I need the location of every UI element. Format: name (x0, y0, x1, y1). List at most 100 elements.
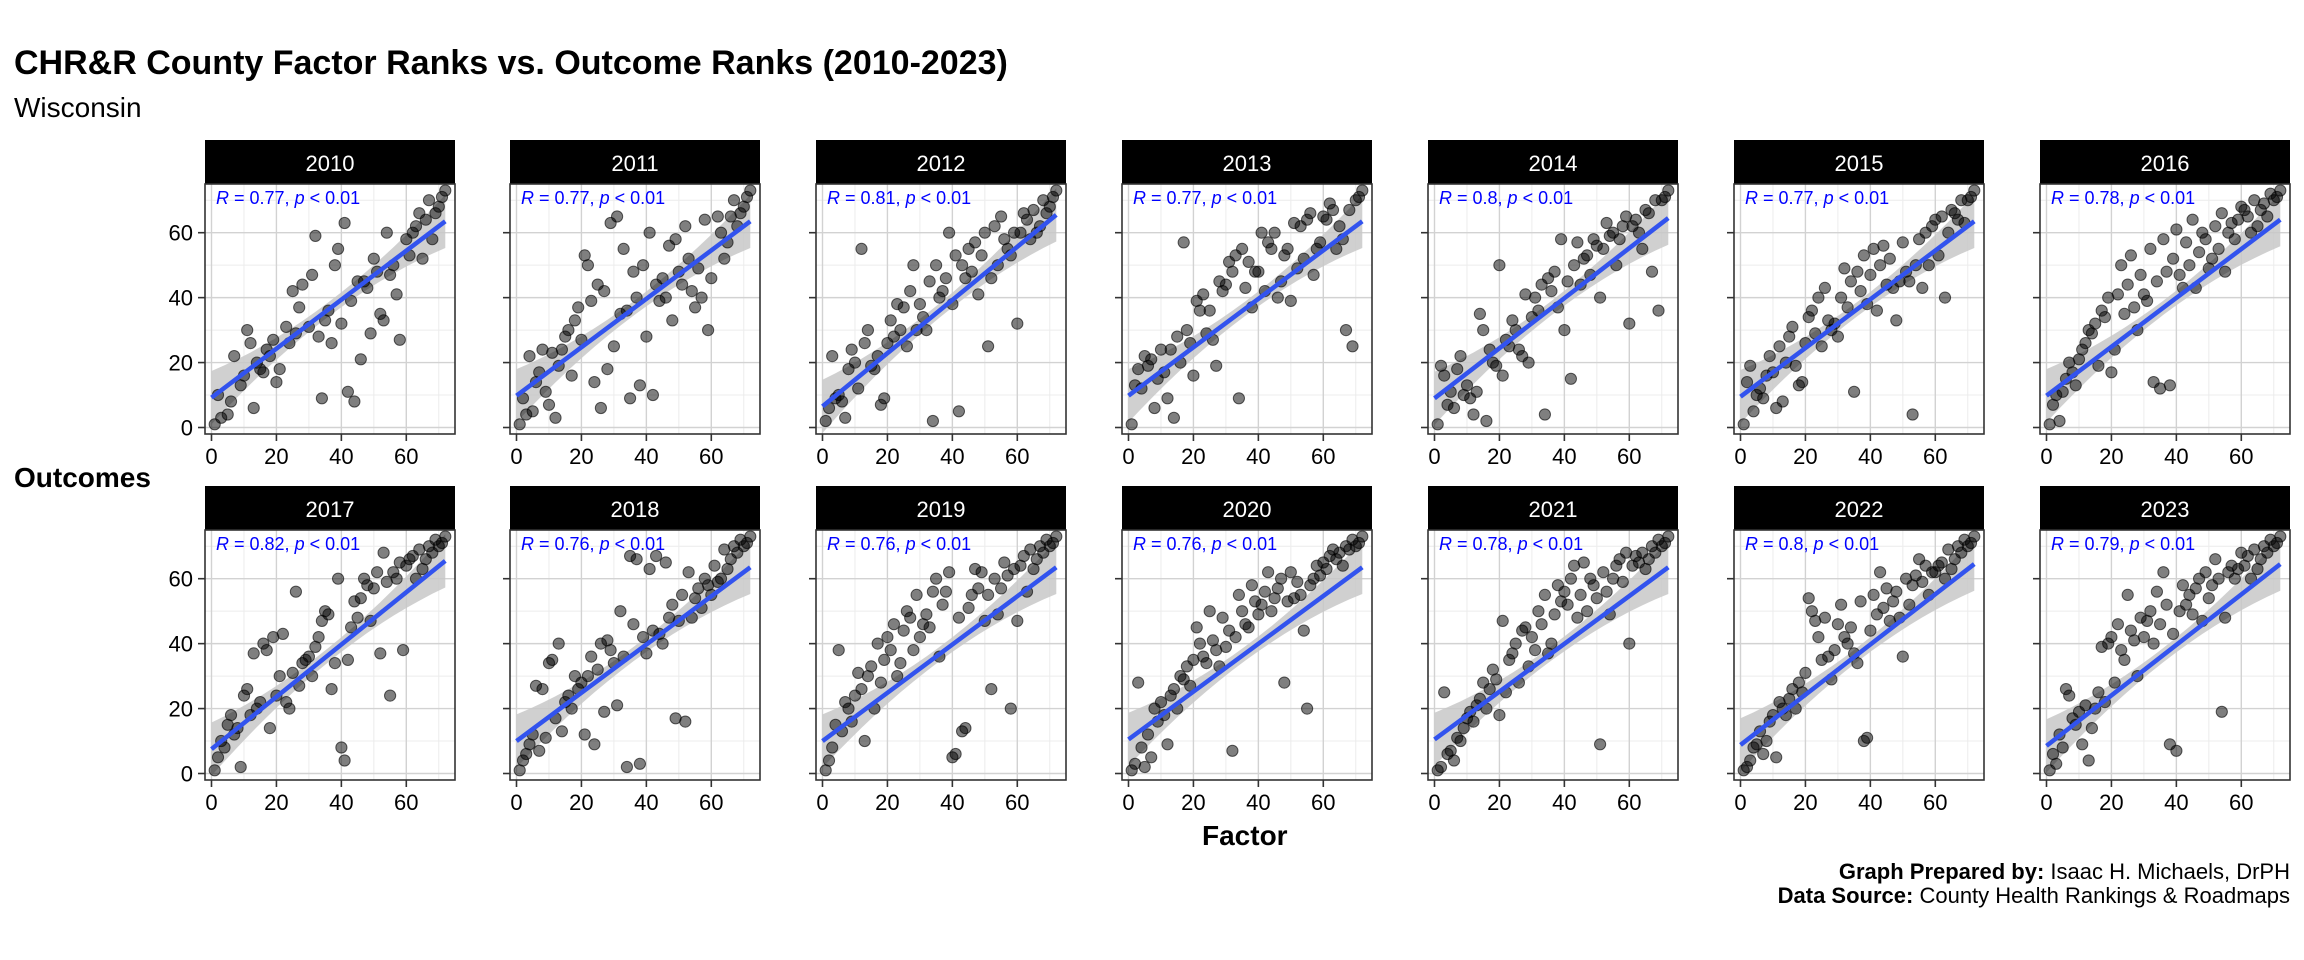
panel-2010-point-10 (247, 401, 260, 415)
panel-2012-point-59 (1011, 317, 1024, 330)
panel-2011-point-15 (562, 324, 575, 337)
panel-2015-point-12 (1776, 395, 1789, 408)
panel-2016-point-11 (2079, 337, 2092, 350)
panel-2012-x-tick-label: 20 (875, 444, 899, 469)
panel-2012-point-11 (855, 242, 868, 255)
panel-2019-point-47 (972, 582, 985, 595)
panel-2010-point-44 (364, 327, 377, 340)
panel-2015-point-6 (1757, 392, 1770, 405)
y-axis-label: Outcomes (14, 462, 151, 493)
panel-2019-point-2 (826, 741, 839, 754)
panel-2010-point-36 (338, 216, 351, 230)
panel-2011-point-3 (523, 350, 536, 363)
panel-2019-point-59 (1011, 614, 1024, 628)
panel-2011-point-17 (568, 314, 582, 327)
panel-2023-x-tick-label: 60 (2229, 790, 2253, 815)
panel-2015-point-47 (1890, 314, 1903, 327)
panel-2013-border (1121, 183, 1373, 435)
panel-2018-point-38 (637, 631, 650, 644)
panel-2013-point-12 (1164, 343, 1177, 356)
panel-2012-point-12 (858, 337, 871, 350)
panel-2011-point-57 (698, 213, 711, 226)
panel-2012-point-13 (861, 324, 875, 337)
panel-2018-regression-line (515, 565, 752, 743)
panel-2017-point-40 (338, 754, 351, 767)
panel-2012-point-29 (913, 298, 927, 311)
panel-2011-point-16 (565, 369, 578, 382)
panel-2012-point-18 (878, 392, 891, 405)
panel-2020-point-32 (1229, 631, 1242, 644)
panel-2010-point-66 (439, 184, 452, 197)
panel-2016-point-54 (2219, 265, 2232, 278)
panel-2023-point-23 (2118, 653, 2131, 667)
panel-2023-point-44 (2186, 608, 2199, 621)
panel-2014-annotation: R = 0.8, p < 0.01 (1439, 188, 1573, 208)
panel-2015-point-8 (1763, 350, 1776, 363)
panel-2013-point-43 (1265, 242, 1278, 255)
panel-2019-regression-line (821, 565, 1058, 743)
panel-2015-point-57 (1922, 259, 1935, 272)
panel-2019-point-50 (982, 588, 995, 602)
panel-2021-point-59 (1623, 637, 1636, 650)
panel-2012-point-8 (845, 343, 858, 356)
panel-2020-point-65 (1336, 559, 1349, 572)
panel-2020-point-24 (1203, 605, 1216, 618)
panel-2019-point-31 (920, 608, 933, 621)
panel-2013-point-60 (1320, 213, 1333, 226)
panel-2013-point-29 (1219, 278, 1233, 291)
panel-2011-point-39 (640, 330, 653, 343)
panel-2015-point-34 (1848, 385, 1861, 398)
panel-2019-point-48 (975, 566, 988, 579)
panel-2012-point-23 (894, 324, 907, 337)
panel-2016-point-23 (2118, 307, 2131, 320)
panel-2015-point-30 (1835, 291, 1848, 304)
caption-source-text: County Health Rankings & Roadmaps (1913, 883, 2290, 908)
panel-2017-point-56 (390, 572, 403, 585)
panel-2012-point-25 (900, 340, 914, 353)
panel-2023-point-48 (2199, 566, 2212, 579)
panel-2017-point-38 (332, 572, 345, 585)
panel-2011-point-22 (585, 294, 598, 307)
panel-2019-strip-label: 2019 (917, 497, 966, 522)
panel-2017-point-41 (341, 653, 354, 667)
panel-2017-border (204, 529, 456, 781)
panel-2019-point-36 (936, 598, 949, 611)
panel-2010-point-57 (409, 220, 423, 233)
panel-2012-regression-line (821, 213, 1058, 409)
panel-2013-point-45 (1271, 291, 1284, 304)
panel-2011-point-59 (705, 272, 718, 285)
panel-2015-point-32 (1841, 301, 1854, 314)
panel-2017-point-49 (367, 582, 380, 595)
panel-2014-point-63 (1636, 242, 1649, 255)
panel-2023-point-31 (2144, 605, 2157, 618)
panel-2014-point-9 (1460, 379, 1474, 392)
panel-2018-point-24 (591, 663, 604, 676)
panel-2012-point-36 (936, 285, 949, 298)
panel-2020-x-tick-label: 40 (1246, 790, 1270, 815)
panel-2011-point-40 (643, 226, 656, 239)
panel-2015-point-71 (1968, 184, 1981, 197)
panel-2014-point-46 (1581, 249, 1594, 262)
panel-2019-point-26 (904, 611, 917, 624)
panel-2014-point-15 (1480, 414, 1493, 428)
panel-2014-border (1427, 183, 1679, 435)
panel-2017-point-32 (312, 631, 325, 644)
panel-2011-x-tick-label: 40 (634, 444, 658, 469)
panel-2014-point-65 (1642, 207, 1655, 220)
panel-2022-point-55 (1916, 575, 1929, 589)
panel-2012-point-20 (884, 314, 897, 327)
panel-2017-point-0 (208, 764, 221, 777)
panel-2020-point-11 (1161, 738, 1174, 751)
panel-2015-point-52 (1906, 408, 1919, 421)
panel-2023-point-53 (2215, 705, 2228, 718)
panel-2022-point-6 (1757, 747, 1770, 761)
panel-2010-y-tick-label: 20 (169, 351, 193, 376)
panel-2012-border (815, 183, 1067, 435)
panel-2016-point-28 (2134, 268, 2147, 281)
panel-2016-point-31 (2144, 242, 2157, 255)
panel-2016-point-19 (2105, 366, 2118, 379)
panel-2012-point-10 (852, 382, 865, 395)
panel-2019-strip (816, 486, 1066, 530)
panel-2021-point-51 (1597, 566, 1610, 579)
